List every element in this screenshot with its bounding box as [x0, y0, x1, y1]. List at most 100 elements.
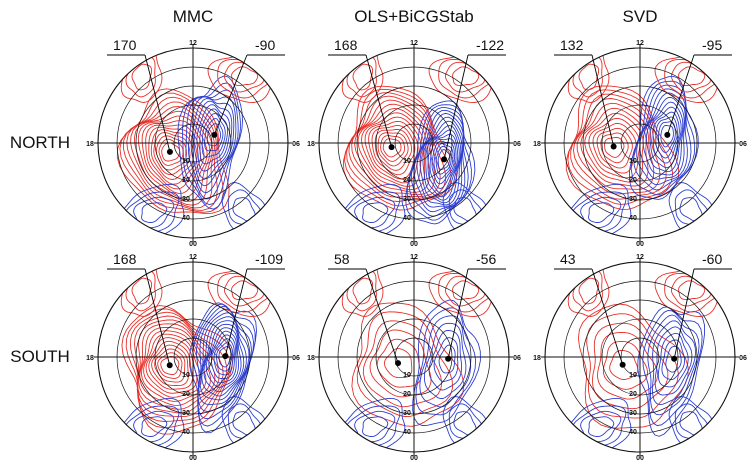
column-title-mmc: MMC — [173, 7, 214, 26]
outer-contour — [588, 416, 615, 437]
negative-contour — [425, 129, 460, 198]
positive-contour — [348, 95, 441, 198]
outer-contour — [428, 265, 500, 317]
mlt-label-00: 00 — [636, 241, 644, 248]
latitude-label-20: 20 — [629, 391, 637, 398]
mlt-label-00: 00 — [636, 455, 644, 462]
positive-contour — [154, 348, 186, 383]
mlt-label-18: 18 — [86, 141, 94, 148]
outer-contour — [133, 196, 175, 229]
negative-contour — [196, 104, 231, 172]
minimum-value-label: -122 — [476, 37, 504, 53]
polar-panel-north-mmc: 12 06 00 18 10 20 30 40 170 -90 — [86, 37, 300, 248]
positive-contour — [357, 107, 427, 191]
positive-contour — [600, 132, 629, 164]
negative-contour — [433, 143, 454, 180]
polar-panels: 12 06 00 18 10 20 30 40 170 -90 12 06 00 18 10 20 30 40 16… — [86, 37, 747, 462]
mlt-label-00: 00 — [189, 455, 197, 462]
negative-contour — [661, 339, 686, 381]
polar-panel-north-ols-bicgstab: 12 06 00 18 10 20 30 40 168 -122 — [307, 37, 521, 248]
outer-contour — [131, 277, 153, 305]
outer-contour — [352, 63, 374, 91]
maximum-value-label: 170 — [113, 37, 137, 53]
outer-contour — [453, 411, 477, 436]
positive-contour — [122, 96, 218, 211]
mlt-label-18: 18 — [533, 355, 541, 362]
negative-contour — [193, 100, 233, 179]
minimum-leader-line — [213, 54, 248, 135]
minimum-leader-line — [443, 54, 469, 160]
outer-contour — [664, 58, 720, 99]
polar-panel-north-svd: 12 06 00 18 10 20 30 40 132 -95 — [533, 37, 747, 248]
latitude-label-40: 40 — [403, 215, 411, 222]
mlt-label-00: 00 — [410, 455, 418, 462]
negative-contour — [412, 299, 481, 426]
outer-contour — [232, 411, 256, 436]
mlt-label-18: 18 — [86, 355, 94, 362]
positive-contour — [596, 127, 633, 169]
outer-contour — [231, 66, 259, 87]
latitude-label-30: 30 — [629, 196, 637, 203]
mlt-label-00: 00 — [189, 241, 197, 248]
latitude-label-10: 10 — [182, 158, 190, 165]
latitude-label-40: 40 — [629, 215, 637, 222]
minimum-leader-line — [447, 268, 469, 359]
negative-contour — [216, 342, 234, 372]
polar-panel-south-svd: 12 06 00 18 10 20 30 40 43 -60 — [533, 251, 747, 462]
positive-contour — [130, 106, 213, 206]
latitude-label-30: 30 — [182, 196, 190, 203]
positive-contour — [116, 88, 230, 214]
outer-contour — [578, 277, 600, 305]
mlt-label-12: 12 — [189, 40, 197, 47]
outer-contour — [207, 51, 279, 103]
negative-contour — [660, 124, 674, 148]
minimum-value-label: -60 — [702, 251, 722, 267]
latitude-label-40: 40 — [403, 429, 411, 436]
negative-contour — [405, 100, 476, 225]
outer-contour — [352, 277, 374, 305]
outer-contour — [572, 270, 603, 312]
minimum-value-label: -95 — [702, 37, 722, 53]
positive-contour — [137, 323, 216, 410]
positive-contour — [342, 85, 457, 211]
minimum-leader-line — [673, 268, 695, 359]
outer-contour — [567, 48, 610, 103]
positive-contour — [356, 311, 453, 417]
negative-contour — [652, 111, 680, 164]
latitude-label-40: 40 — [182, 429, 190, 436]
positive-contour — [570, 93, 667, 200]
negative-contour — [628, 75, 699, 200]
maximum-value-label: 132 — [560, 37, 584, 53]
positive-contour — [145, 337, 198, 394]
outer-contour — [452, 280, 480, 301]
positive-contour — [351, 302, 465, 427]
mlt-label-06: 06 — [513, 355, 521, 362]
maximum-value-label: 43 — [560, 251, 576, 267]
outer-contour — [131, 63, 153, 91]
outer-contour — [679, 411, 703, 436]
maximum-leader-line — [591, 54, 615, 147]
positive-contour — [157, 352, 183, 379]
outer-contour — [232, 197, 256, 222]
positive-contour — [134, 110, 211, 203]
outer-contour — [578, 63, 600, 91]
outer-contour — [362, 416, 389, 437]
negative-contour — [437, 149, 451, 170]
mlt-label-18: 18 — [307, 355, 315, 362]
maximum-value-label: 168 — [334, 37, 358, 53]
negative-contour — [657, 121, 676, 153]
positive-contour — [584, 112, 644, 183]
outer-contour — [141, 416, 168, 437]
negative-contour — [655, 116, 678, 159]
negative-contour — [208, 330, 237, 384]
latitude-label-10: 10 — [403, 372, 411, 379]
outer-contour — [217, 58, 273, 99]
latitude-label-20: 20 — [182, 177, 190, 184]
polar-panel-south-ols-bicgstab: 12 06 00 18 10 20 30 40 58 -56 — [307, 251, 521, 462]
contour-group — [116, 48, 279, 238]
maximum-leader-line — [365, 54, 393, 148]
positive-contour — [371, 125, 416, 176]
positive-contour — [573, 98, 661, 195]
latitude-label-20: 20 — [629, 177, 637, 184]
